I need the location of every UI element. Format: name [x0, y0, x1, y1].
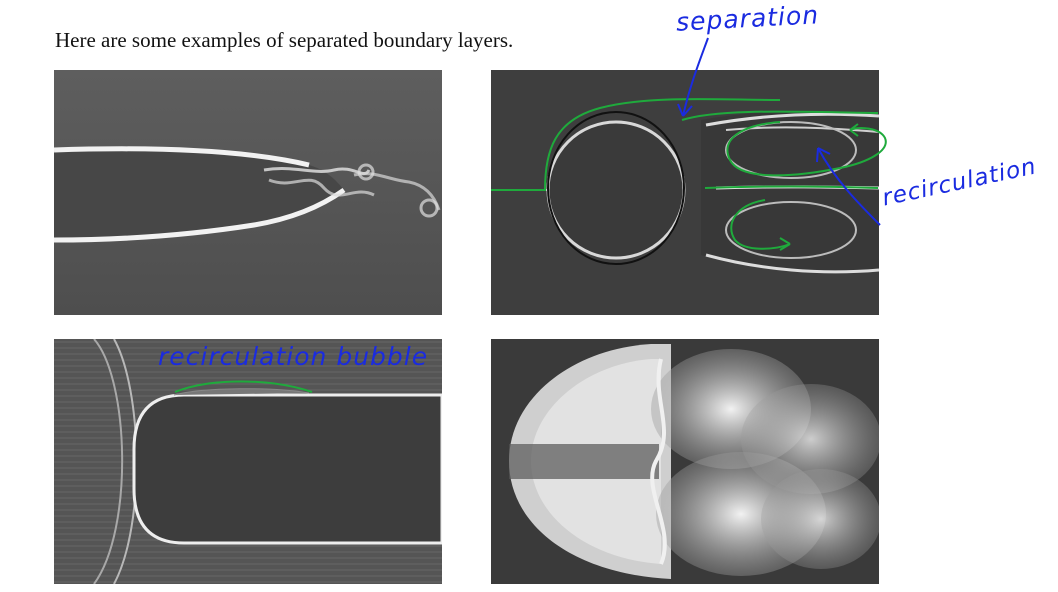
green-centerline: [704, 185, 879, 189]
green-boundary-top: [491, 98, 781, 191]
green-lower-eddy: [730, 199, 791, 250]
green-shear-top: [681, 110, 879, 121]
airfoil-smoke-photo: [54, 70, 442, 315]
recirculation-bubble-label: recirculation bubble: [158, 342, 429, 371]
bubble-arc: [174, 380, 313, 393]
blunt-plate-photo: [54, 339, 442, 584]
bow-shock-photo: [491, 339, 879, 584]
recirculation-arrow: [817, 147, 881, 226]
intro-text: Here are some examples of separated boun…: [55, 28, 514, 52]
separation-arrow: [682, 37, 709, 117]
cylinder-outline: [547, 111, 685, 265]
green-upper-eddy: [726, 121, 887, 177]
